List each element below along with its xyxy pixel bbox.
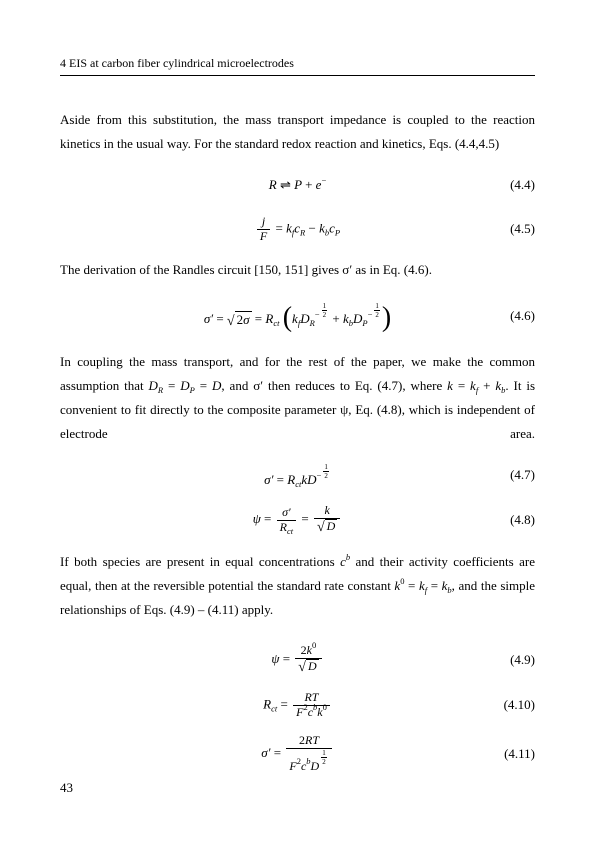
p3-b: , and σ′ then reduces to Eq. (4.7), wher… xyxy=(221,378,447,393)
equation-4-11: σ′ = 2RTF2cbD12 (4.11) xyxy=(60,734,535,774)
equation-4-6: σ′ = 2σ = Rct (kfDR−12 + kbDP−12) (4.6) xyxy=(60,296,535,336)
header-rule xyxy=(60,75,535,76)
eqnum-4-7: (4.7) xyxy=(510,467,535,483)
equation-4-9: ψ = 2k0D (4.9) xyxy=(60,644,535,676)
eqnum-4-6: (4.6) xyxy=(510,308,535,324)
paragraph-2: The derivation of the Randles circuit [1… xyxy=(60,258,535,282)
inline-k0: k0 = kf = kb xyxy=(394,578,451,593)
page: 4 EIS at carbon fiber cylindrical microe… xyxy=(0,0,595,842)
eqnum-4-8: (4.8) xyxy=(510,512,535,528)
eqnum-4-11: (4.11) xyxy=(504,746,535,762)
running-head: 4 EIS at carbon fiber cylindrical microe… xyxy=(60,56,535,71)
inline-cb: cb xyxy=(340,554,350,569)
eqnum-4-10: (4.10) xyxy=(504,697,535,713)
equation-4-10: Rct = RTF2cbk0 (4.10) xyxy=(60,690,535,720)
inline-dr-dp-d: DR = DP = D xyxy=(149,378,222,393)
paragraph-4: If both species are present in equal con… xyxy=(60,550,535,622)
eqnum-4-4: (4.4) xyxy=(510,177,535,193)
paragraph-3: In coupling the mass transport, and for … xyxy=(60,350,535,446)
p4-a: If both species are present in equal con… xyxy=(60,554,340,569)
equation-4-8: ψ = σ′Rct = kD (4.8) xyxy=(60,504,535,536)
page-number: 43 xyxy=(60,780,73,796)
eqnum-4-5: (4.5) xyxy=(510,221,535,237)
inline-k-eq: k = kf + kb xyxy=(447,378,505,393)
equation-4-5: jF = kfcR − kbcP (4.5) xyxy=(60,214,535,244)
eqnum-4-9: (4.9) xyxy=(510,652,535,668)
equation-4-7: σ′ = RctkD−12 (4.7) xyxy=(60,460,535,490)
equation-4-4: R ⇌ P + e− (4.4) xyxy=(60,170,535,200)
paragraph-1: Aside from this substitution, the mass t… xyxy=(60,108,535,156)
